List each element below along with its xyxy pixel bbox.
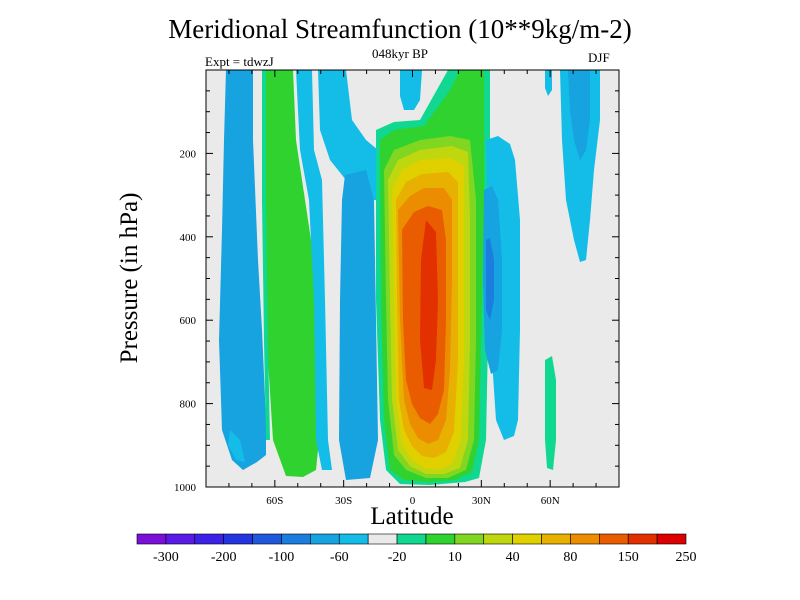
contour-30s-blue: [339, 170, 378, 480]
y-tick-label: 800: [180, 399, 197, 411]
y-axis: 200 400 600 800 1000: [174, 90, 619, 494]
experiment-label: Expt = tdwzJ: [205, 54, 274, 69]
colorbar-swatch: [599, 533, 629, 545]
colorbar-swatch: [396, 533, 427, 545]
colorbar-label: -60: [330, 550, 349, 565]
colorbar-swatch: [223, 533, 253, 545]
colorbar-label: 150: [618, 550, 639, 565]
x-tick-label: 60S: [266, 495, 283, 507]
colorbar-label: -100: [269, 550, 295, 565]
colorbar-swatch: [367, 533, 398, 545]
colorbar-swatch: [252, 533, 282, 545]
y-tick-label: 1000: [174, 482, 197, 494]
colorbar-swatch: [512, 533, 542, 545]
colorbar-label: 10: [448, 550, 462, 565]
colorbar-swatch: [136, 533, 167, 545]
chart-title: Meridional Streamfunction (10**9kg/m-2): [168, 14, 632, 44]
x-tick-label: 60N: [541, 495, 560, 507]
contour-field: [219, 70, 600, 485]
y-tick-label: 400: [180, 232, 197, 244]
colorbar-swatch: [338, 533, 369, 545]
contour-central-300: [420, 220, 438, 390]
colorbar-label: 80: [563, 550, 577, 565]
colorbar-swatch: [570, 533, 600, 545]
x-tick-label: 0: [410, 495, 416, 507]
chart-subtitle: 048kyr BP: [372, 46, 428, 61]
colorbar-swatch: [165, 533, 196, 545]
colorbar-swatch: [656, 533, 687, 545]
colorbar-label: -20: [388, 550, 407, 565]
colorbar-swatch: [310, 533, 340, 545]
colorbar-swatch: [194, 533, 224, 545]
contour-top-blob: [400, 70, 422, 110]
colorbar: -300 -200 -100 -60 -20 10 40 80 150 250: [136, 533, 697, 565]
x-axis-title: Latitude: [370, 503, 453, 530]
contour-60n-blue-inner: [568, 70, 590, 160]
colorbar-swatch: [281, 533, 311, 545]
colorbar-label: -200: [211, 550, 237, 565]
contour-nh-green-sliver: [545, 356, 556, 470]
x-tick-label: 30N: [472, 495, 491, 507]
contour-sh-green: [264, 70, 319, 477]
colorbar-swatch: [627, 533, 658, 545]
season-label: DJF: [588, 50, 610, 65]
y-tick-label: 200: [180, 148, 197, 160]
y-tick-label: 600: [180, 315, 197, 327]
colorbar-label: -300: [153, 550, 179, 565]
x-axis: 60S 30S 0 30N 60N: [205, 70, 620, 507]
colorbar-swatch: [483, 533, 513, 545]
x-tick-label: 30S: [335, 495, 352, 507]
colorbar-label: 40: [506, 550, 520, 565]
colorbar-swatch: [454, 533, 485, 545]
contour-sh-far-blue: [219, 70, 266, 470]
colorbar-swatch: [425, 533, 456, 545]
contour-sh-far-blue-inner: [228, 430, 245, 462]
contour-sh-cyan-stripe: [296, 70, 332, 470]
colorbar-label: 250: [676, 550, 697, 565]
colorbar-swatch: [541, 533, 571, 545]
contour-nh-blue-core: [486, 238, 494, 320]
contour-cyan-plume: [318, 70, 378, 200]
y-axis-title: Pressure (in hPa): [116, 193, 143, 364]
contour-sh-green-edge: [262, 70, 270, 440]
